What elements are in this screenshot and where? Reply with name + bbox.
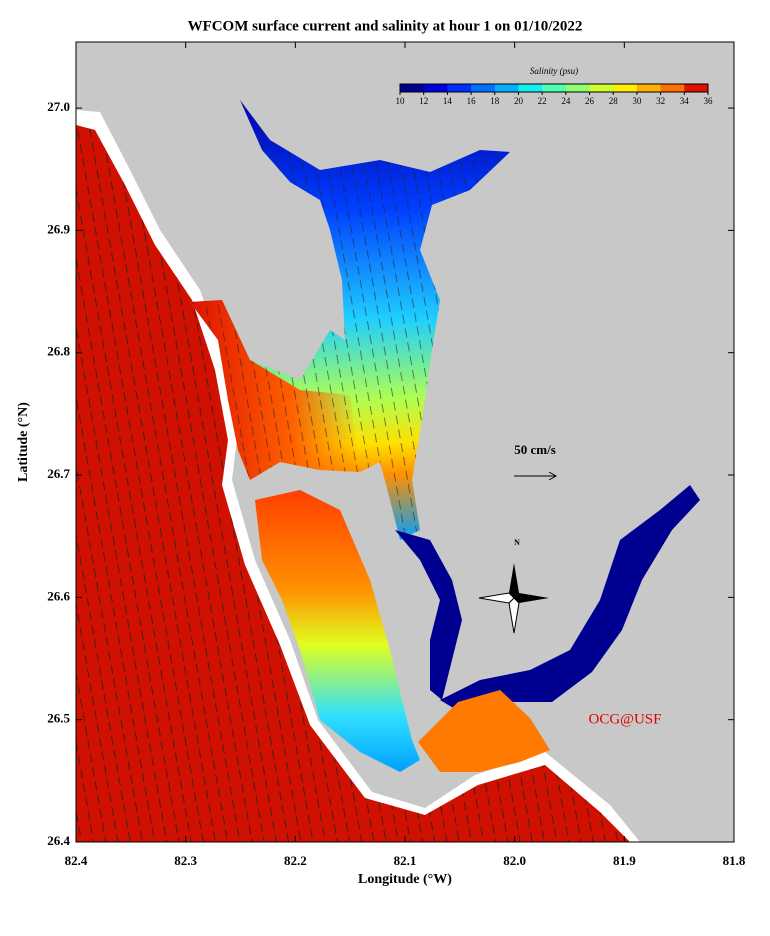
x-tick-label: 82.1	[394, 853, 417, 868]
x-tick-label: 82.0	[503, 853, 526, 868]
x-axis-label: Longitude (°W)	[358, 872, 452, 887]
colorbar-tick-label: 18	[490, 96, 500, 106]
scale-arrow-head	[548, 471, 558, 481]
y-tick-label: 26.8	[47, 344, 70, 359]
colorbar-swatch	[423, 84, 448, 92]
y-tick-label: 26.7	[47, 466, 70, 481]
pine-island-sound	[255, 490, 420, 772]
colorbar-swatch	[589, 84, 614, 92]
map	[76, 42, 734, 842]
x-tick-label: 81.8	[723, 853, 746, 868]
harbor-vectors	[190, 100, 510, 540]
colorbar-tick-label: 26	[585, 96, 595, 106]
colorbar-swatch	[471, 84, 496, 92]
colorbar-tick-label: 20	[514, 96, 524, 106]
colorbar-tick-label: 30	[632, 96, 642, 106]
compass	[478, 563, 549, 634]
colorbar-tick-label: 12	[419, 96, 428, 106]
y-axis-label: Latitude (°N)	[16, 402, 31, 482]
colorbar-swatch	[636, 84, 662, 92]
y-tick-label: 26.6	[47, 588, 70, 603]
colorbar-tick-label: 16	[467, 96, 477, 106]
myakka-river	[395, 530, 462, 700]
colorbar-tick-label: 24	[561, 96, 571, 106]
y-tick-label: 26.9	[47, 221, 70, 236]
scale-label: 50 cm/s	[514, 442, 556, 457]
colorbar-swatch	[613, 84, 638, 92]
chart-title: WFCOM surface current and salinity at ho…	[188, 18, 583, 34]
colorbar-swatch	[660, 84, 685, 92]
north-label: N	[514, 538, 520, 547]
y-tick-label: 27.0	[47, 99, 70, 114]
x-tick-label: 81.9	[613, 853, 636, 868]
colorbar-tick-label: 32	[656, 96, 665, 106]
caloosahatchee-river	[440, 485, 700, 712]
credit: OCG@USF	[588, 711, 661, 727]
colorbar-swatch	[494, 84, 519, 92]
x-tick-label: 82.3	[174, 853, 197, 868]
colorbar-frame	[399, 83, 709, 93]
colorbar-title: Salinity (psu)	[530, 66, 578, 76]
colorbar-tick-label: 10	[396, 96, 406, 106]
san-carlos-bay	[418, 690, 550, 772]
colorbar-swatch	[400, 84, 425, 92]
colorbar-tick-label: 34	[680, 96, 690, 106]
colorbar-swatch	[518, 84, 543, 92]
colorbar-swatch	[565, 84, 591, 92]
y-tick-label: 26.5	[47, 711, 70, 726]
colorbar-swatch	[542, 84, 567, 92]
y-tick-label: 26.4	[47, 833, 70, 848]
x-tick-label: 82.4	[65, 853, 88, 868]
x-tick-label: 82.2	[284, 853, 307, 868]
colorbar-tick-label: 28	[609, 96, 619, 106]
colorbar-tick-label: 36	[704, 96, 714, 106]
colorbar-swatch	[684, 84, 709, 92]
colorbar-tick-label: 14	[443, 96, 453, 106]
colorbar-swatch	[447, 84, 472, 92]
current-vectors	[76, 125, 630, 842]
colorbar-tick-label: 22	[538, 96, 547, 106]
